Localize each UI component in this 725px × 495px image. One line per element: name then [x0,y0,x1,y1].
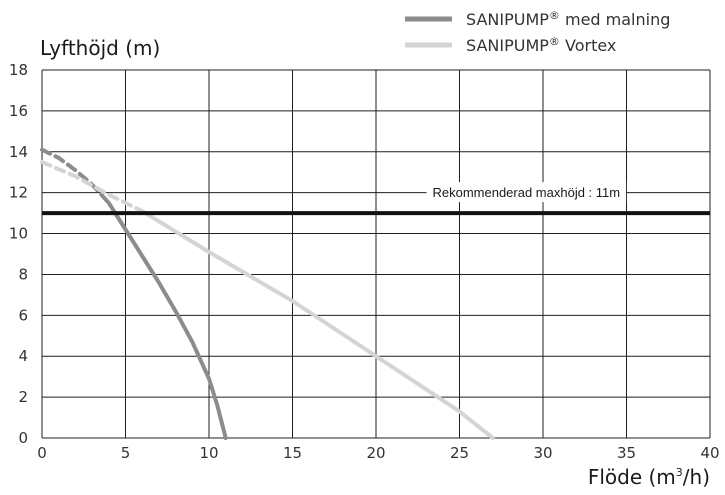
x-tick-label: 30 [533,444,552,462]
legend: SANIPUMP® med malning SANIPUMP® Vortex [405,9,670,55]
legend-label-malning: SANIPUMP® med malning [466,9,670,29]
y-axis-title: Lyfthöjd (m) [40,36,160,60]
y-tick-label: 0 [18,429,28,447]
y-tick-label: 8 [18,265,28,283]
reference-label-background [426,182,627,203]
y-tick-label: 14 [9,143,28,161]
series-0-solid-line [106,200,228,440]
x-tick-label: 0 [37,444,47,462]
y-tick-label: 4 [18,347,28,365]
reference-line-group: Rekommenderad maxhöjd : 11m [42,182,710,216]
y-tick-label: 2 [18,388,28,406]
y-tick-label: 10 [9,225,28,243]
x-tick-label: 15 [283,444,302,462]
x-tick-label: 5 [121,444,131,462]
series-1-solid-line [140,209,495,440]
y-tick-label: 16 [9,102,28,120]
x-axis-title: Flöde (m3/h) [588,465,710,489]
legend-label-vortex: SANIPUMP® Vortex [466,35,616,55]
series-curves [40,147,495,440]
x-tick-label: 20 [366,444,385,462]
series-1-dashed-line [40,160,145,214]
tick-labels: 0 2 4 6 8 10 12 14 16 18 0 5 10 15 20 25 30 35 40 [9,61,720,462]
x-tick-label: 25 [450,444,469,462]
x-tick-label: 40 [700,444,719,462]
y-tick-label: 6 [18,306,28,324]
x-tick-label: 10 [199,444,218,462]
y-tick-label: 18 [9,61,28,79]
reference-line-label: Rekommenderad maxhöjd : 11m [432,185,620,200]
y-tick-label: 12 [9,184,28,202]
x-tick-label: 35 [617,444,636,462]
